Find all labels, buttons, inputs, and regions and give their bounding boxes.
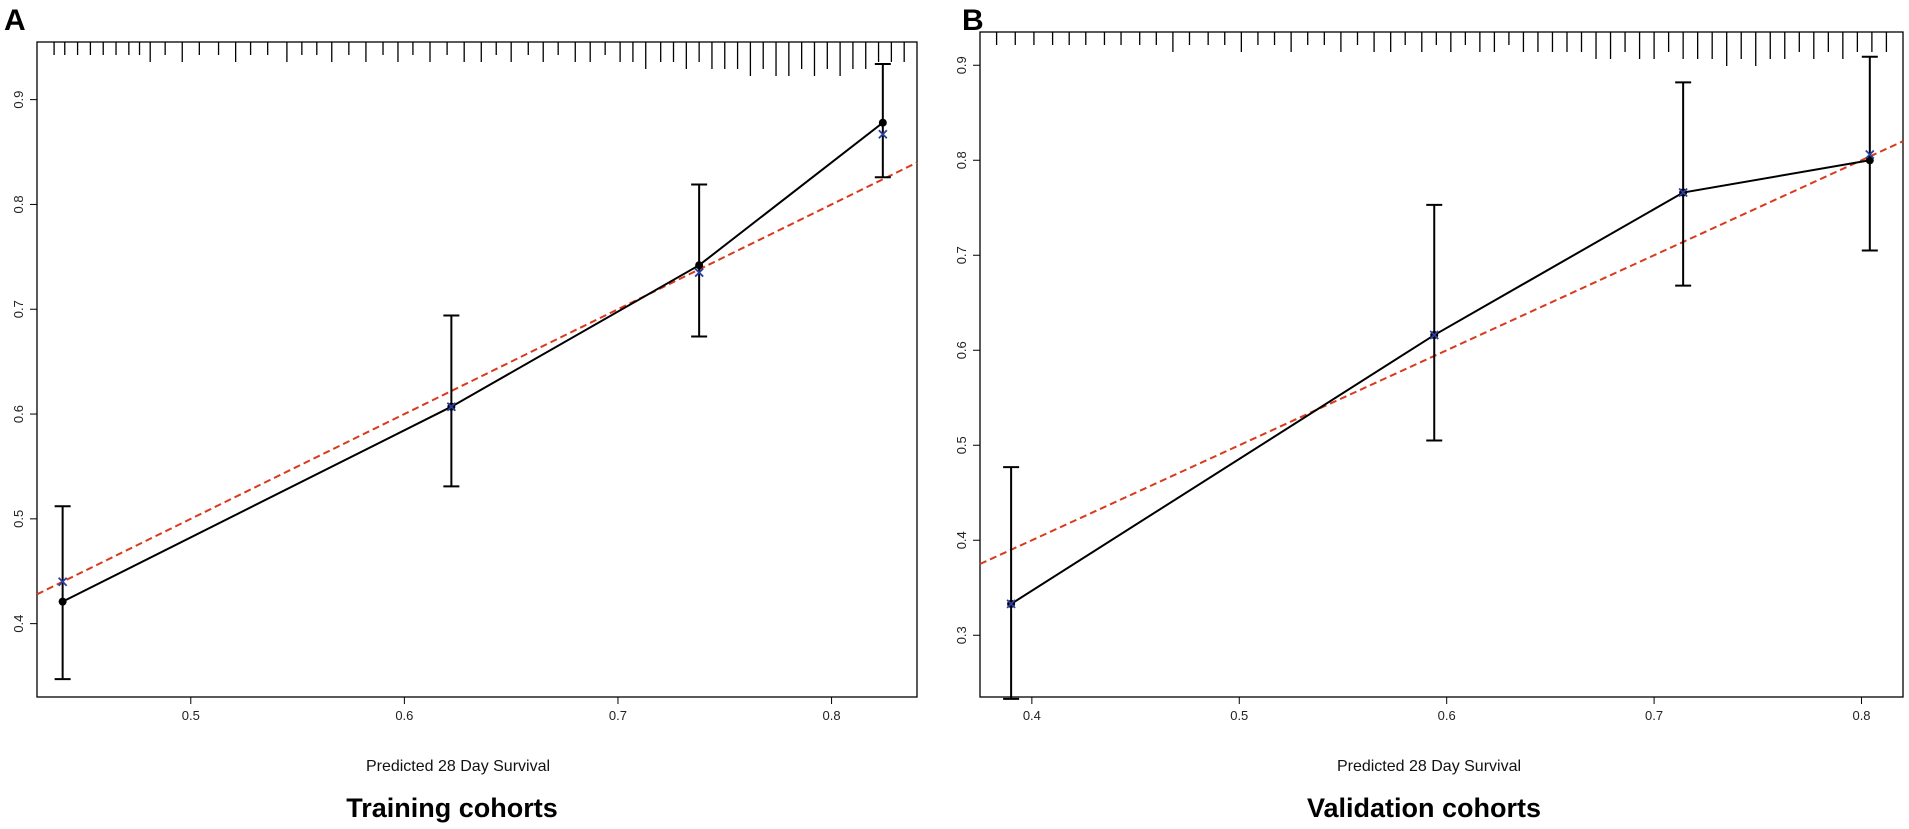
y-tick-label-b-2: 0.5 — [954, 436, 969, 454]
x-tick-label-a-3: 0.8 — [823, 708, 841, 723]
panel-letter-a: A — [4, 4, 26, 37]
x-tick-label-b-1: 0.5 — [1230, 708, 1248, 723]
x-tick-label-a-1: 0.6 — [395, 708, 413, 723]
corrected-marker-a-0 — [57, 577, 68, 587]
y-tick-label-a-2: 0.6 — [11, 405, 26, 423]
ideal-line-b — [979, 140, 1904, 565]
x-tick-label-b-0: 0.4 — [1023, 708, 1041, 723]
y-ticks-a: 0.4 0.5 0.6 0.7 0.8 0.9 — [11, 91, 37, 633]
y-tick-label-a-4: 0.8 — [11, 195, 26, 213]
ideal-line-a — [36, 161, 918, 596]
x-tick-label-b-3: 0.7 — [1645, 708, 1663, 723]
y-tick-label-a-0: 0.4 — [11, 615, 26, 633]
y-tick-label-b-3: 0.6 — [954, 341, 969, 359]
panel-a: A 0.5 0.6 0.7 0.8 0.4 0.5 0.6 0.7 0.8 0.9 Predic… — [4, 4, 918, 823]
y-tick-label-b-4: 0.7 — [954, 246, 969, 264]
corrected-marker-b-0 — [1006, 599, 1016, 609]
y-tick-label-b-6: 0.9 — [954, 56, 969, 74]
observed-series-b — [1003, 55, 1878, 700]
observed-line-b — [1010, 159, 1870, 605]
y-tick-label-b-5: 0.8 — [954, 151, 969, 169]
observed-point-b-3 — [1865, 156, 1874, 165]
ideal-line-a — [36, 161, 918, 596]
observed-series-a — [54, 63, 891, 681]
corrected-marker-b-3 — [1865, 149, 1875, 160]
y-tick-label-b-0: 0.3 — [954, 626, 969, 644]
panel-letter-b: B — [962, 4, 984, 37]
corrected-marker-b-1 — [1429, 330, 1439, 340]
corrected-marker-b-2 — [1678, 187, 1688, 198]
y-ticks-b: 0.3 0.4 0.5 0.6 0.7 0.8 0.9 — [954, 56, 980, 644]
observed-point-a-0 — [58, 597, 67, 606]
rug-a — [53, 42, 905, 76]
plot-frame-b — [979, 31, 1904, 698]
y-tick-label-a-5: 0.9 — [11, 91, 26, 109]
ideal-line-b — [979, 140, 1904, 565]
x-ticks-b: 0.4 0.5 0.6 0.7 0.8 — [1023, 697, 1871, 723]
x-tick-label-a-2: 0.7 — [609, 708, 627, 723]
chart-title-b: Validation cohorts — [1307, 793, 1541, 823]
corrected-marker-a-2 — [694, 267, 704, 278]
rug-b — [995, 32, 1888, 66]
corrected-series-b — [1006, 149, 1875, 609]
observed-point-a-3 — [878, 118, 887, 127]
corrected-marker-a-1 — [446, 402, 457, 412]
x-tick-label-b-4: 0.8 — [1852, 708, 1870, 723]
chart-title-a: Training cohorts — [346, 793, 558, 823]
panel-b: B 0.4 0.5 0.6 0.7 0.8 0.30.40.50.60.70.80.9 … — [954, 4, 1904, 823]
corrected-marker-a-3 — [878, 129, 888, 139]
corrected-series-a — [57, 129, 888, 587]
x-ticks-a: 0.5 0.6 0.7 0.8 — [182, 697, 841, 723]
x-axis-label-b: Predicted 28 Day Survival — [1337, 758, 1521, 775]
y-tick-label-b-1: 0.4 — [954, 531, 969, 549]
y-tick-label-a-1: 0.5 — [11, 510, 26, 528]
observed-line-a — [62, 121, 884, 603]
y-tick-label-a-3: 0.7 — [11, 300, 26, 318]
x-tick-label-a-0: 0.5 — [182, 708, 200, 723]
x-axis-label-a: Predicted 28 Day Survival — [366, 758, 550, 775]
observed-point-a-2 — [695, 261, 704, 270]
plot-frame-a — [36, 41, 918, 698]
x-tick-label-b-2: 0.6 — [1438, 708, 1456, 723]
